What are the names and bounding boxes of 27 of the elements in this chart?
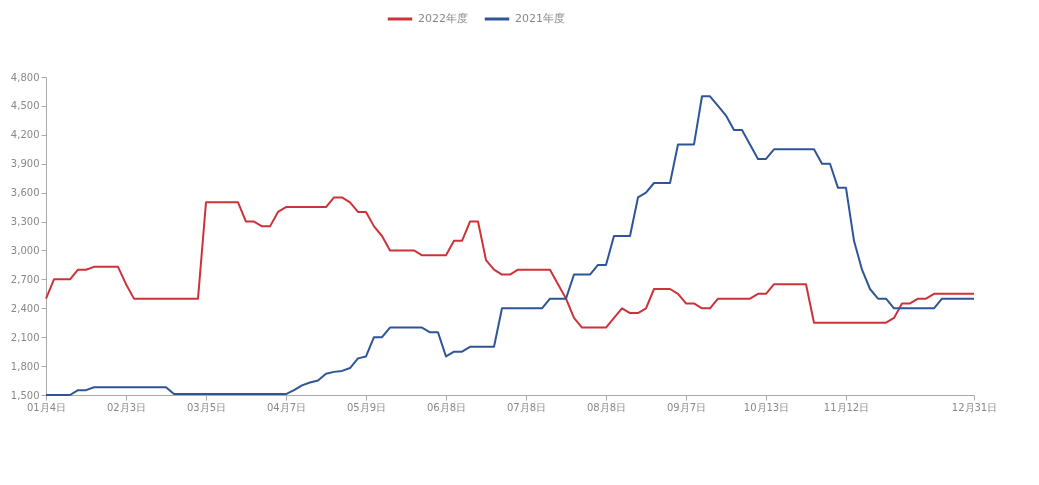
x-tick-label: 07月8日 xyxy=(506,401,547,413)
x-tick-label: 05月9日 xyxy=(346,401,387,413)
y-tick-label: 2,400 xyxy=(10,302,40,314)
y-tick-label: 3,000 xyxy=(10,244,40,256)
x-tick-label: 04月7日 xyxy=(266,401,307,413)
legend-label: 2021年度 xyxy=(515,12,565,25)
x-tick-label: 03月5日 xyxy=(186,401,227,413)
x-tick-label: 11月12日 xyxy=(823,401,870,413)
y-tick-label: 4,200 xyxy=(10,129,40,141)
x-tick-label: 10月13日 xyxy=(743,401,790,413)
x-tick-label: 06月8日 xyxy=(426,401,467,413)
x-tick-label: 08月8日 xyxy=(586,401,627,413)
y-tick-label: 1,800 xyxy=(10,360,40,372)
y-tick-label: 2,700 xyxy=(10,273,40,285)
x-tick-label: 01月4日 xyxy=(26,401,67,413)
legend-label: 2022年度 xyxy=(418,12,468,25)
y-tick-label: 4,800 xyxy=(10,71,40,83)
y-tick-label: 3,600 xyxy=(10,187,40,199)
y-tick-label: 4,500 xyxy=(10,100,40,112)
x-tick-label: 09月7日 xyxy=(666,401,707,413)
x-tick-label: 02月3日 xyxy=(106,401,147,413)
y-tick-label: 3,900 xyxy=(10,158,40,170)
y-tick-label: 1,500 xyxy=(10,389,40,401)
y-tick-label: 2,100 xyxy=(10,331,40,343)
line-series xyxy=(45,196,975,329)
x-tick-label: 12月31日 xyxy=(951,401,998,413)
y-tick-label: 3,300 xyxy=(10,216,40,228)
